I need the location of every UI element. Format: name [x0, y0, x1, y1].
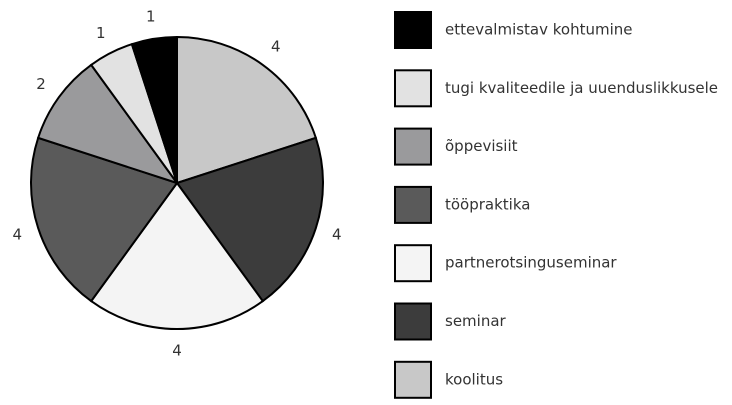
legend-swatch — [394, 185, 432, 224]
legend-label: partnerotsinguseminar — [445, 254, 617, 272]
legend-swatch — [394, 244, 432, 283]
pie-slice — [36, 63, 180, 185]
legend-swatch — [394, 360, 432, 399]
legend-swatch — [394, 127, 432, 166]
legend-label: õppevisiit — [445, 137, 518, 155]
legend-label: tugi kvaliteedile ja uuenduslikkusele — [445, 79, 718, 97]
legend-swatch — [394, 11, 432, 49]
legend-swatch — [394, 302, 432, 341]
pie-slice — [175, 136, 324, 303]
pie-slice — [30, 136, 179, 303]
data-label: 4 — [12, 225, 22, 243]
data-label: 1 — [96, 24, 106, 42]
data-label: 1 — [146, 8, 156, 26]
data-label: 2 — [36, 75, 46, 93]
legend-swatch — [394, 69, 432, 108]
legend-label: tööpraktika — [445, 195, 530, 213]
pie-slice — [89, 181, 265, 330]
data-label: 4 — [172, 342, 182, 360]
legend-label: seminar — [445, 312, 507, 330]
data-label: 4 — [332, 225, 342, 243]
legend-label: ettevalmistav kohtumine — [445, 21, 633, 39]
pie-slice — [130, 35, 178, 184]
legend-label: koolitus — [445, 370, 503, 388]
pie-slice — [176, 35, 318, 185]
data-label: 4 — [271, 38, 281, 56]
